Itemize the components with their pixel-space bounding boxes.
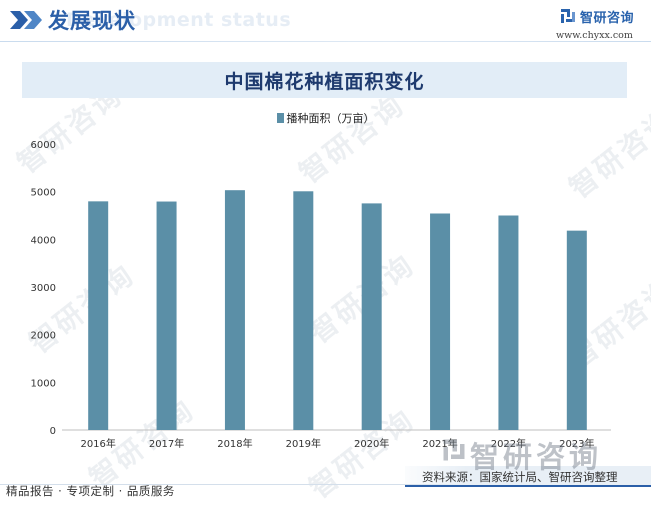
y-tick-label: 0 xyxy=(50,426,56,437)
brand-url[interactable]: www.chyxx.com xyxy=(556,30,633,41)
x-tick-label: 2019年 xyxy=(286,437,321,450)
chart: 0 1000 2000 3000 4000 5000 6000 2016年 2017年 2018年… xyxy=(31,140,611,450)
brand-logo-icon xyxy=(561,9,575,23)
legend-label: 播种面积（万亩） xyxy=(286,112,375,125)
brand-name: 智研咨询 xyxy=(580,11,635,26)
x-tick-label: 2023年 xyxy=(559,437,594,450)
watermark-logo-text: 智研咨询 xyxy=(470,440,603,474)
footer-tagline: 精品报告 · 专项定制 · 品质服务 xyxy=(6,484,175,498)
footer-divider xyxy=(0,484,651,485)
legend: 播种面积（万亩） xyxy=(0,110,651,126)
section-subtitle-en: Development status xyxy=(66,9,292,31)
x-tick-label: 2022年 xyxy=(491,437,526,450)
bar xyxy=(566,230,587,430)
x-tick-label: 2017年 xyxy=(149,437,184,450)
bar xyxy=(430,213,451,430)
source-underline xyxy=(405,485,651,487)
x-tick-label: 2020年 xyxy=(354,437,389,450)
watermark-logo-icon xyxy=(443,439,465,461)
legend-swatch xyxy=(276,113,284,123)
x-tick-label: 2018年 xyxy=(217,437,252,450)
bar xyxy=(224,190,245,430)
bar xyxy=(156,201,177,430)
bar xyxy=(88,201,109,430)
x-tick-label: 2016年 xyxy=(80,437,115,450)
chart-title-banner: 中国棉花种植面积变化 xyxy=(22,62,627,98)
source-note: 资料来源：国家统计局、智研咨询整理 xyxy=(422,470,618,484)
y-tick-label: 1000 xyxy=(31,378,56,389)
header-divider xyxy=(0,41,651,42)
y-tick-label: 2000 xyxy=(31,331,56,342)
y-tick-label: 5000 xyxy=(31,188,56,199)
y-tick-label: 4000 xyxy=(31,235,56,246)
bar xyxy=(293,191,314,430)
bar xyxy=(498,215,519,430)
chart-title: 中国棉花种植面积变化 xyxy=(224,70,425,93)
section-title: 发展现状 xyxy=(48,9,136,33)
source-box xyxy=(405,466,651,485)
bar xyxy=(361,203,382,430)
x-tick-label: 2021年 xyxy=(422,437,457,450)
y-tick-label: 6000 xyxy=(31,140,56,151)
double-chevron-icon xyxy=(10,11,42,29)
y-tick-label: 3000 xyxy=(31,283,56,294)
